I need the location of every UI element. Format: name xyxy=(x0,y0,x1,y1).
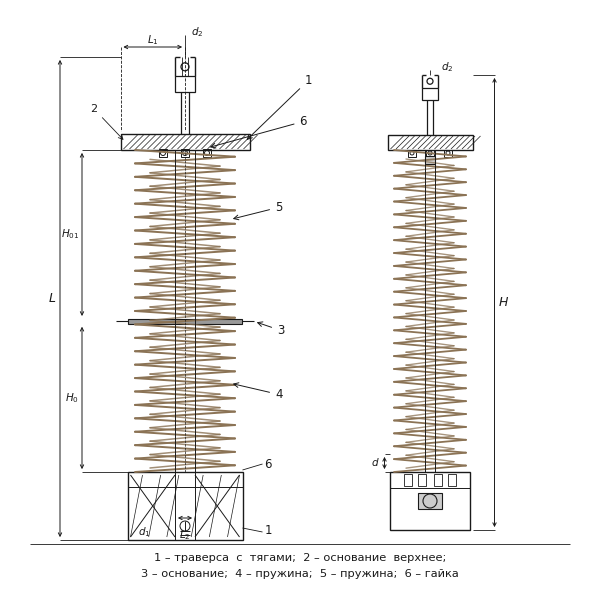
Text: 3: 3 xyxy=(257,322,284,337)
Text: $d_2$: $d_2$ xyxy=(441,60,454,74)
Bar xyxy=(434,474,442,486)
Text: 1: 1 xyxy=(247,74,312,139)
Bar xyxy=(121,134,250,150)
Bar xyxy=(404,474,412,486)
Text: 4: 4 xyxy=(234,383,283,401)
Text: d: d xyxy=(371,458,378,468)
Bar xyxy=(203,149,211,157)
Text: $d_2$: $d_2$ xyxy=(191,25,203,39)
Text: $L_1$: $L_1$ xyxy=(147,33,158,47)
Text: $H_{01}$: $H_{01}$ xyxy=(61,227,79,241)
Text: 1 – траверса  с  тягами;  2 – основание  верхнее;: 1 – траверса с тягами; 2 – основание вер… xyxy=(154,553,446,563)
Bar xyxy=(175,76,195,92)
Bar xyxy=(408,150,416,157)
Bar xyxy=(388,135,473,150)
Bar xyxy=(422,88,438,100)
Text: $H_0$: $H_0$ xyxy=(65,391,79,405)
Bar xyxy=(418,474,426,486)
Text: 6: 6 xyxy=(265,457,272,470)
Bar xyxy=(448,474,456,486)
Text: 3 – основание;  4 – пружина;  5 – пружина;  6 – гайка: 3 – основание; 4 – пружина; 5 – пружина;… xyxy=(141,569,459,579)
Text: H: H xyxy=(499,296,508,309)
Bar xyxy=(181,149,189,157)
Text: 6: 6 xyxy=(211,115,307,148)
Text: L: L xyxy=(49,292,56,305)
Bar xyxy=(444,150,452,157)
Text: 5: 5 xyxy=(234,201,283,220)
Bar xyxy=(418,493,442,509)
Bar xyxy=(426,150,434,157)
Text: $L_2$: $L_2$ xyxy=(179,528,191,542)
Text: 2: 2 xyxy=(91,104,123,139)
Bar xyxy=(128,319,242,324)
Bar xyxy=(425,156,435,164)
Bar xyxy=(390,472,470,530)
Text: $d_1$: $d_1$ xyxy=(137,525,150,539)
Bar xyxy=(159,149,167,157)
Bar xyxy=(128,472,242,540)
Text: 1: 1 xyxy=(265,523,272,536)
